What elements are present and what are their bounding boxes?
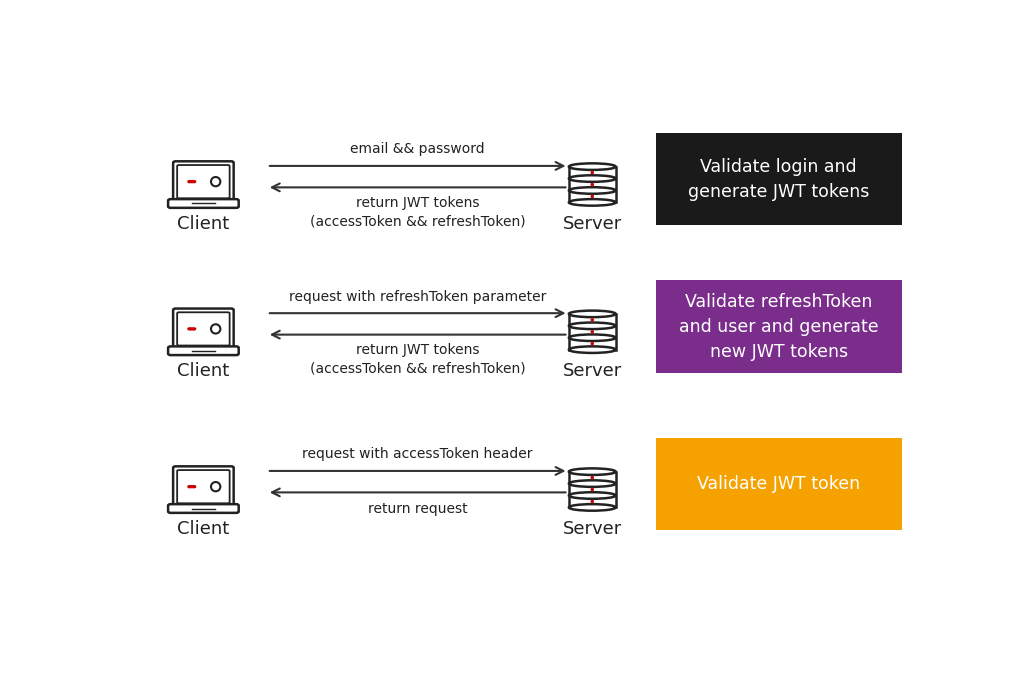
FancyBboxPatch shape xyxy=(168,504,239,513)
Text: request with refreshToken parameter: request with refreshToken parameter xyxy=(289,290,547,304)
Ellipse shape xyxy=(591,184,593,186)
Ellipse shape xyxy=(591,195,593,197)
FancyBboxPatch shape xyxy=(569,167,615,202)
Circle shape xyxy=(190,486,194,488)
Text: Server: Server xyxy=(562,362,622,380)
FancyBboxPatch shape xyxy=(173,466,233,507)
FancyBboxPatch shape xyxy=(177,165,229,198)
Text: return JWT tokens: return JWT tokens xyxy=(356,196,479,210)
Text: (accessToken && refreshToken): (accessToken && refreshToken) xyxy=(310,361,525,376)
Ellipse shape xyxy=(591,488,593,490)
Text: Client: Client xyxy=(177,362,229,380)
Text: (accessToken && refreshToken): (accessToken && refreshToken) xyxy=(310,214,525,228)
Circle shape xyxy=(188,180,190,182)
Text: return request: return request xyxy=(368,502,468,516)
Ellipse shape xyxy=(591,477,593,479)
Ellipse shape xyxy=(569,322,615,329)
Ellipse shape xyxy=(569,335,615,341)
Ellipse shape xyxy=(211,177,220,186)
FancyBboxPatch shape xyxy=(177,312,229,346)
Circle shape xyxy=(193,180,196,182)
Text: request with accessToken header: request with accessToken header xyxy=(302,447,532,462)
FancyBboxPatch shape xyxy=(177,470,229,503)
FancyBboxPatch shape xyxy=(655,133,902,225)
FancyBboxPatch shape xyxy=(655,281,902,372)
Circle shape xyxy=(193,328,196,330)
FancyBboxPatch shape xyxy=(569,472,615,507)
Ellipse shape xyxy=(211,324,220,333)
Ellipse shape xyxy=(591,171,593,173)
Text: return JWT tokens: return JWT tokens xyxy=(356,343,479,357)
Text: email && password: email && password xyxy=(350,143,485,156)
Ellipse shape xyxy=(569,346,615,353)
Ellipse shape xyxy=(211,482,220,491)
Circle shape xyxy=(190,328,194,330)
Text: Validate refreshToken
and user and generate
new JWT tokens: Validate refreshToken and user and gener… xyxy=(679,292,879,361)
Ellipse shape xyxy=(569,492,615,499)
FancyBboxPatch shape xyxy=(173,161,233,202)
FancyBboxPatch shape xyxy=(168,199,239,208)
Circle shape xyxy=(188,328,190,330)
Circle shape xyxy=(190,180,194,182)
Ellipse shape xyxy=(569,199,615,206)
Ellipse shape xyxy=(591,343,593,345)
Ellipse shape xyxy=(591,501,593,503)
Text: Validate JWT token: Validate JWT token xyxy=(697,475,860,493)
Ellipse shape xyxy=(591,331,593,333)
Circle shape xyxy=(193,486,196,488)
FancyBboxPatch shape xyxy=(655,438,902,530)
Ellipse shape xyxy=(569,311,615,317)
Ellipse shape xyxy=(591,319,593,321)
Ellipse shape xyxy=(569,504,615,511)
Text: Client: Client xyxy=(177,215,229,233)
Ellipse shape xyxy=(569,187,615,194)
FancyBboxPatch shape xyxy=(168,346,239,355)
Text: Client: Client xyxy=(177,520,229,538)
Ellipse shape xyxy=(569,163,615,170)
FancyBboxPatch shape xyxy=(173,309,233,349)
Circle shape xyxy=(188,486,190,488)
FancyBboxPatch shape xyxy=(569,314,615,350)
Text: Server: Server xyxy=(562,215,622,233)
Ellipse shape xyxy=(569,176,615,182)
Text: Server: Server xyxy=(562,520,622,538)
Ellipse shape xyxy=(569,469,615,475)
Ellipse shape xyxy=(569,480,615,487)
Text: Validate login and
generate JWT tokens: Validate login and generate JWT tokens xyxy=(688,158,869,201)
